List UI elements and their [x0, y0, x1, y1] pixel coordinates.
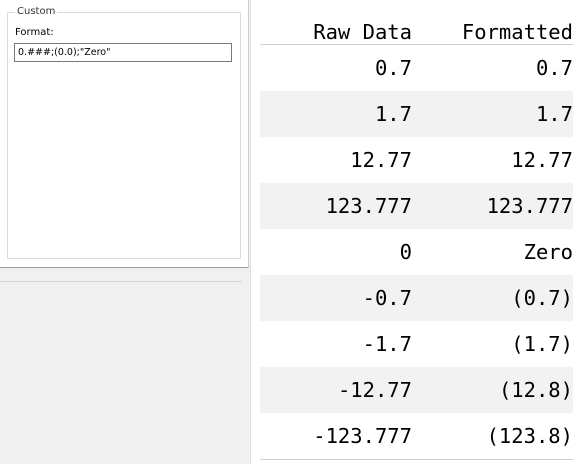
table-row	[260, 91, 573, 137]
settings-panel: Custom Format: 0.###;(0.0);"Zero"	[0, 0, 249, 268]
table-cell: Zero	[523, 240, 573, 264]
table-cell: 0	[399, 240, 412, 264]
group-title: Custom	[15, 6, 58, 17]
table-cell: -1.7	[362, 332, 412, 356]
table-row	[260, 229, 573, 275]
table-cell: -123.777	[313, 424, 412, 448]
separator	[0, 281, 242, 282]
table-row	[260, 137, 573, 183]
table-row	[260, 183, 573, 229]
table-cell: 1.7	[374, 102, 412, 126]
table-row	[260, 367, 573, 413]
table-cell: (12.8)	[498, 378, 573, 402]
table-cell: 0.7	[374, 56, 412, 80]
table-cell: 12.77	[350, 148, 412, 172]
table-row	[260, 413, 573, 459]
column-header: Raw Data	[313, 20, 412, 44]
table-cell: (0.7)	[511, 286, 573, 310]
table-cell: -12.77	[337, 378, 412, 402]
table-cell: 0.7	[535, 56, 573, 80]
table-row	[260, 45, 573, 91]
table-bottom-border	[260, 459, 573, 460]
table-cell: (1.7)	[511, 332, 573, 356]
table-cell: 1.7	[535, 102, 573, 126]
table-cell: 123.777	[325, 194, 412, 218]
table-cell: 123.777	[486, 194, 573, 218]
table-cell: 12.77	[511, 148, 573, 172]
column-header: Formatted	[461, 20, 573, 44]
table-row	[260, 321, 573, 367]
data-table: Raw Data Formatted 0.7 0.7 1.7 1.7 12.77 12.77 1…	[250, 0, 582, 464]
group-box: Custom Format: 0.###;(0.0);"Zero"	[7, 6, 241, 259]
header-border	[260, 44, 573, 45]
table-cell: -0.7	[362, 286, 412, 310]
format-label: Format:	[15, 27, 54, 38]
format-input[interactable]: 0.###;(0.0);"Zero"	[14, 43, 232, 62]
table-cell: (123.8)	[486, 424, 573, 448]
table-row	[260, 275, 573, 321]
